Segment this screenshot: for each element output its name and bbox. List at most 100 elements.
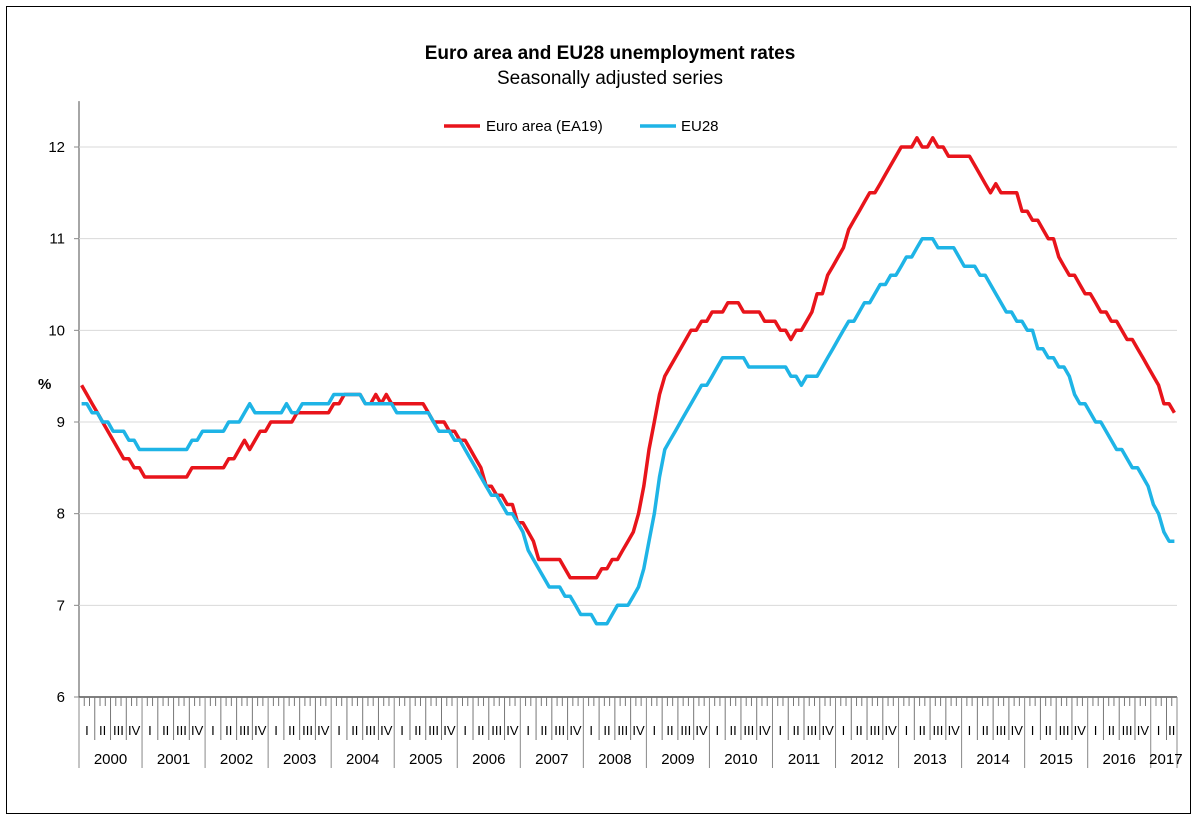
quarter-label: II <box>666 723 673 738</box>
quarter-label: IV <box>821 723 834 738</box>
series-line-eu28 <box>81 236 1175 626</box>
legend: Euro area (EA19) EU28 <box>444 118 719 135</box>
y-tick-label: 10 <box>48 322 65 339</box>
quarter-label: I <box>842 723 846 738</box>
y-tick-label: 9 <box>57 414 65 431</box>
year-label: 2010 <box>724 751 757 768</box>
quarter-label: II <box>351 723 358 738</box>
year-label: 2000 <box>94 751 127 768</box>
quarter-label: IV <box>948 723 961 738</box>
quarter-label: II <box>729 723 736 738</box>
quarter-label: II <box>414 723 421 738</box>
quarter-label: II <box>919 723 926 738</box>
quarter-label: I <box>274 723 278 738</box>
year-label: 2002 <box>220 751 253 768</box>
quarter-label: I <box>779 723 783 738</box>
year-label: 2015 <box>1039 751 1072 768</box>
chart-subtitle: Seasonally adjusted series <box>497 68 723 89</box>
legend-label-eu28: EU28 <box>681 118 719 135</box>
y-tick-label: 11 <box>49 231 65 248</box>
year-label: 2003 <box>283 751 316 768</box>
year-label: 2017 <box>1149 751 1182 768</box>
quarter-label: III <box>428 723 439 738</box>
quarter-label: IV <box>443 723 456 738</box>
year-label: 2006 <box>472 751 505 768</box>
quarter-label: IV <box>758 723 771 738</box>
quarter-label: I <box>652 723 656 738</box>
quarter-label: I <box>715 723 719 738</box>
quarter-label: II <box>1045 723 1052 738</box>
chart-title: Euro area and EU28 unemployment rates <box>425 43 796 64</box>
quarter-label: I <box>85 723 89 738</box>
quarter-label: I <box>905 723 909 738</box>
quarter-label: III <box>491 723 502 738</box>
legend-label-euro-area: Euro area (EA19) <box>486 118 603 135</box>
y-tick-label: 12 <box>48 139 65 156</box>
quarter-label: IV <box>380 723 393 738</box>
year-label: 2016 <box>1103 751 1136 768</box>
quarter-label: I <box>463 723 467 738</box>
year-label: 2007 <box>535 751 568 768</box>
quarter-label: IV <box>128 723 141 738</box>
quarter-label: III <box>806 723 817 738</box>
year-label: 2013 <box>913 751 946 768</box>
year-label: 2012 <box>850 751 883 768</box>
year-label: 2005 <box>409 751 442 768</box>
year-label: 2014 <box>976 751 1009 768</box>
quarter-label: I <box>211 723 215 738</box>
quarter-label: II <box>603 723 610 738</box>
quarter-label: III <box>302 723 313 738</box>
series-line-euro-area <box>80 136 1176 580</box>
quarter-label: III <box>680 723 691 738</box>
quarter-label: I <box>968 723 972 738</box>
quarter-label: I <box>337 723 341 738</box>
quarter-label: IV <box>569 723 582 738</box>
quarter-label: I <box>1031 723 1035 738</box>
y-axis-label: % <box>38 376 51 393</box>
quarter-label: II <box>1168 723 1175 738</box>
y-tick-label: 6 <box>57 689 65 706</box>
quarter-label: III <box>1059 723 1070 738</box>
quarter-label: IV <box>1074 723 1087 738</box>
y-tick-label: 8 <box>57 506 65 523</box>
quarter-label: IV <box>317 723 330 738</box>
y-tick-label: 7 <box>57 597 65 614</box>
year-label: 2008 <box>598 751 631 768</box>
quarter-label: II <box>1108 723 1115 738</box>
quarter-label: I <box>589 723 593 738</box>
quarter-label: II <box>288 723 295 738</box>
quarter-label: IV <box>632 723 645 738</box>
quarter-label: IV <box>885 723 898 738</box>
year-label: 2001 <box>157 751 190 768</box>
quarter-label: II <box>99 723 106 738</box>
quarter-label: IV <box>254 723 267 738</box>
quarter-label: I <box>1094 723 1098 738</box>
quarter-label: III <box>869 723 880 738</box>
quarter-label: III <box>554 723 565 738</box>
quarter-label: II <box>225 723 232 738</box>
quarter-label: III <box>743 723 754 738</box>
year-label: 2004 <box>346 751 379 768</box>
quarter-label: III <box>996 723 1007 738</box>
quarter-label: III <box>617 723 628 738</box>
quarter-label: II <box>477 723 484 738</box>
quarter-label: I <box>526 723 530 738</box>
quarter-label: II <box>162 723 169 738</box>
quarter-label: III <box>176 723 187 738</box>
quarter-label: I <box>148 723 152 738</box>
quarter-label: III <box>933 723 944 738</box>
quarter-label: III <box>239 723 250 738</box>
quarter-label: III <box>365 723 376 738</box>
quarter-label: III <box>1122 723 1133 738</box>
quarter-label: IV <box>1137 723 1150 738</box>
quarter-label: II <box>792 723 799 738</box>
quarter-label: I <box>400 723 404 738</box>
quarter-label: IV <box>506 723 519 738</box>
quarter-label: IV <box>695 723 708 738</box>
quarter-label: II <box>856 723 863 738</box>
quarter-label: III <box>113 723 124 738</box>
quarter-label: IV <box>1011 723 1024 738</box>
quarter-label: I <box>1157 723 1161 738</box>
chart-frame <box>6 6 1191 814</box>
